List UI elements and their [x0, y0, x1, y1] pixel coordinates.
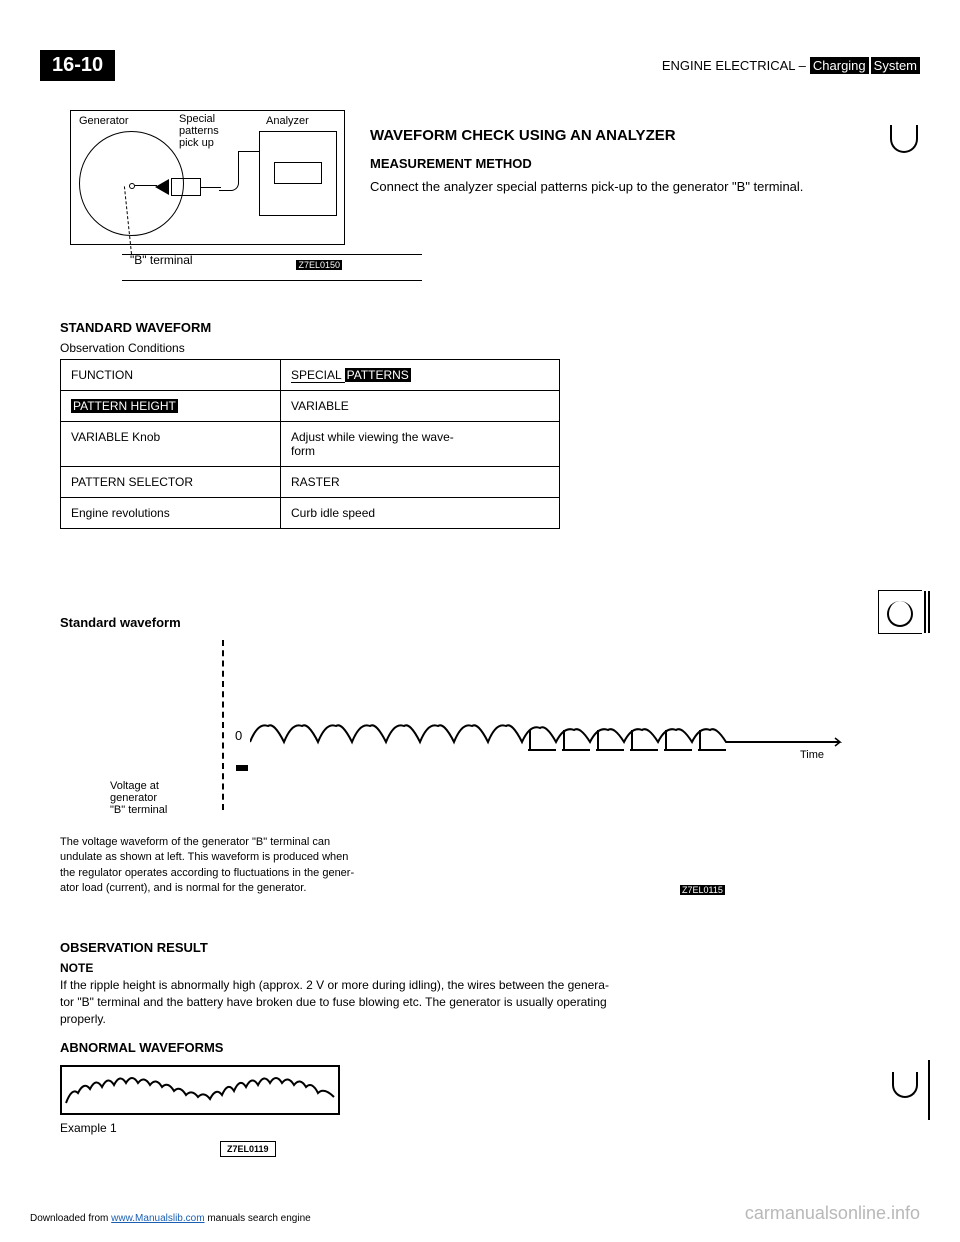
chapter-system: System — [871, 57, 920, 74]
row1-key: FUNCTION — [61, 360, 281, 391]
binder-mark-bot-bar — [928, 1060, 930, 1120]
b-terminal-label: "B" terminal — [130, 253, 193, 267]
waveform-svg: Time — [250, 720, 850, 760]
zero-label: 0 — [235, 728, 242, 743]
abnormal-title: ABNORMAL WAVEFORMS — [60, 1040, 340, 1055]
x-bar-mark — [236, 765, 248, 771]
time-label: Time — [800, 749, 824, 760]
row5-val: Curb idle speed — [281, 498, 560, 529]
row2-val: VARIABLE — [281, 391, 560, 422]
waveform-ref: Z7EL0115 — [680, 885, 725, 895]
row4-val: RASTER — [281, 467, 560, 498]
binder-mark-bot — [892, 1072, 918, 1098]
row5-key: Engine revolutions — [61, 498, 281, 529]
example-label: Example 1 — [60, 1121, 340, 1135]
pattern-hl: PATTERNS — [345, 368, 411, 382]
abnormal-wave-box — [60, 1065, 340, 1115]
y-axis-label: Voltage at generator "B" terminal — [110, 780, 167, 816]
note-heading: NOTE — [60, 961, 880, 975]
abnormal-waveforms: ABNORMAL WAVEFORMS Example 1 Z7EL0119 — [60, 1040, 340, 1157]
pickup-label: Special patterns pick up — [179, 113, 219, 149]
chapter-dash: – — [799, 58, 806, 73]
generator-label: Generator — [79, 115, 129, 127]
conditions-table: FUNCTIONSPECIAL PATTERNS PATTERN HEIGHTV… — [60, 359, 560, 529]
waveform-caption: The voltage waveform of the generator "B… — [60, 835, 354, 897]
footer-tail: manuals search engine — [207, 1213, 310, 1224]
procedure-body: Connect the analyzer special patterns pi… — [370, 177, 870, 197]
connection-diagram: Generator Special patterns pick up Analy… — [70, 110, 350, 290]
binder-mark-top — [890, 125, 918, 153]
row2-key: PATTERN HEIGHT — [61, 391, 281, 422]
waveform-title: Standard waveform — [60, 615, 181, 630]
procedure-text: WAVEFORM CHECK USING AN ANALYZER MEASURE… — [370, 125, 870, 197]
footer-link[interactable]: www.Manualslib.com — [111, 1213, 204, 1224]
row3-key: VARIABLE Knob — [61, 422, 281, 467]
row1-val: SPECIAL PATTERNS — [281, 360, 560, 391]
observation-conditions: STANDARD WAVEFORM Observation Conditions… — [60, 320, 880, 529]
chapter-prefix: ENGINE ELECTRICAL — [662, 58, 795, 73]
row3-val: Adjust while viewing the wave- form — [281, 422, 560, 467]
chart-title: STANDARD WAVEFORM — [60, 320, 880, 335]
note-text: If the ripple height is abnormally high … — [60, 977, 820, 1027]
footer-left: Downloaded from www.Manualslib.com manua… — [30, 1213, 311, 1224]
abnormal-ref: Z7EL0119 — [220, 1141, 276, 1157]
results-title: OBSERVATION RESULT — [60, 940, 880, 955]
chapter-charging: Charging — [810, 57, 869, 74]
footer-right: carmanualsonline.info — [745, 1203, 920, 1224]
footer-prefix: Downloaded from — [30, 1213, 108, 1224]
procedure-title: WAVEFORM CHECK USING AN ANALYZER — [370, 125, 870, 148]
diagram-ref: Z7EL0150 — [296, 260, 342, 270]
waveform-diagram: Voltage at generator "B" terminal 0 Time… — [60, 640, 820, 890]
observation-result: OBSERVATION RESULT NOTE If the ripple he… — [60, 940, 880, 1027]
chapter-name: ENGINE ELECTRICAL –ChargingSystem — [662, 58, 920, 73]
analyzer-label: Analyzer — [266, 115, 309, 127]
procedure-sub: MEASUREMENT METHOD — [370, 154, 870, 174]
obs-cond-label: Observation Conditions — [60, 341, 880, 355]
row4-key: PATTERN SELECTOR — [61, 467, 281, 498]
page-number: 16-10 — [40, 50, 115, 81]
binder-mark-mid — [878, 590, 922, 634]
